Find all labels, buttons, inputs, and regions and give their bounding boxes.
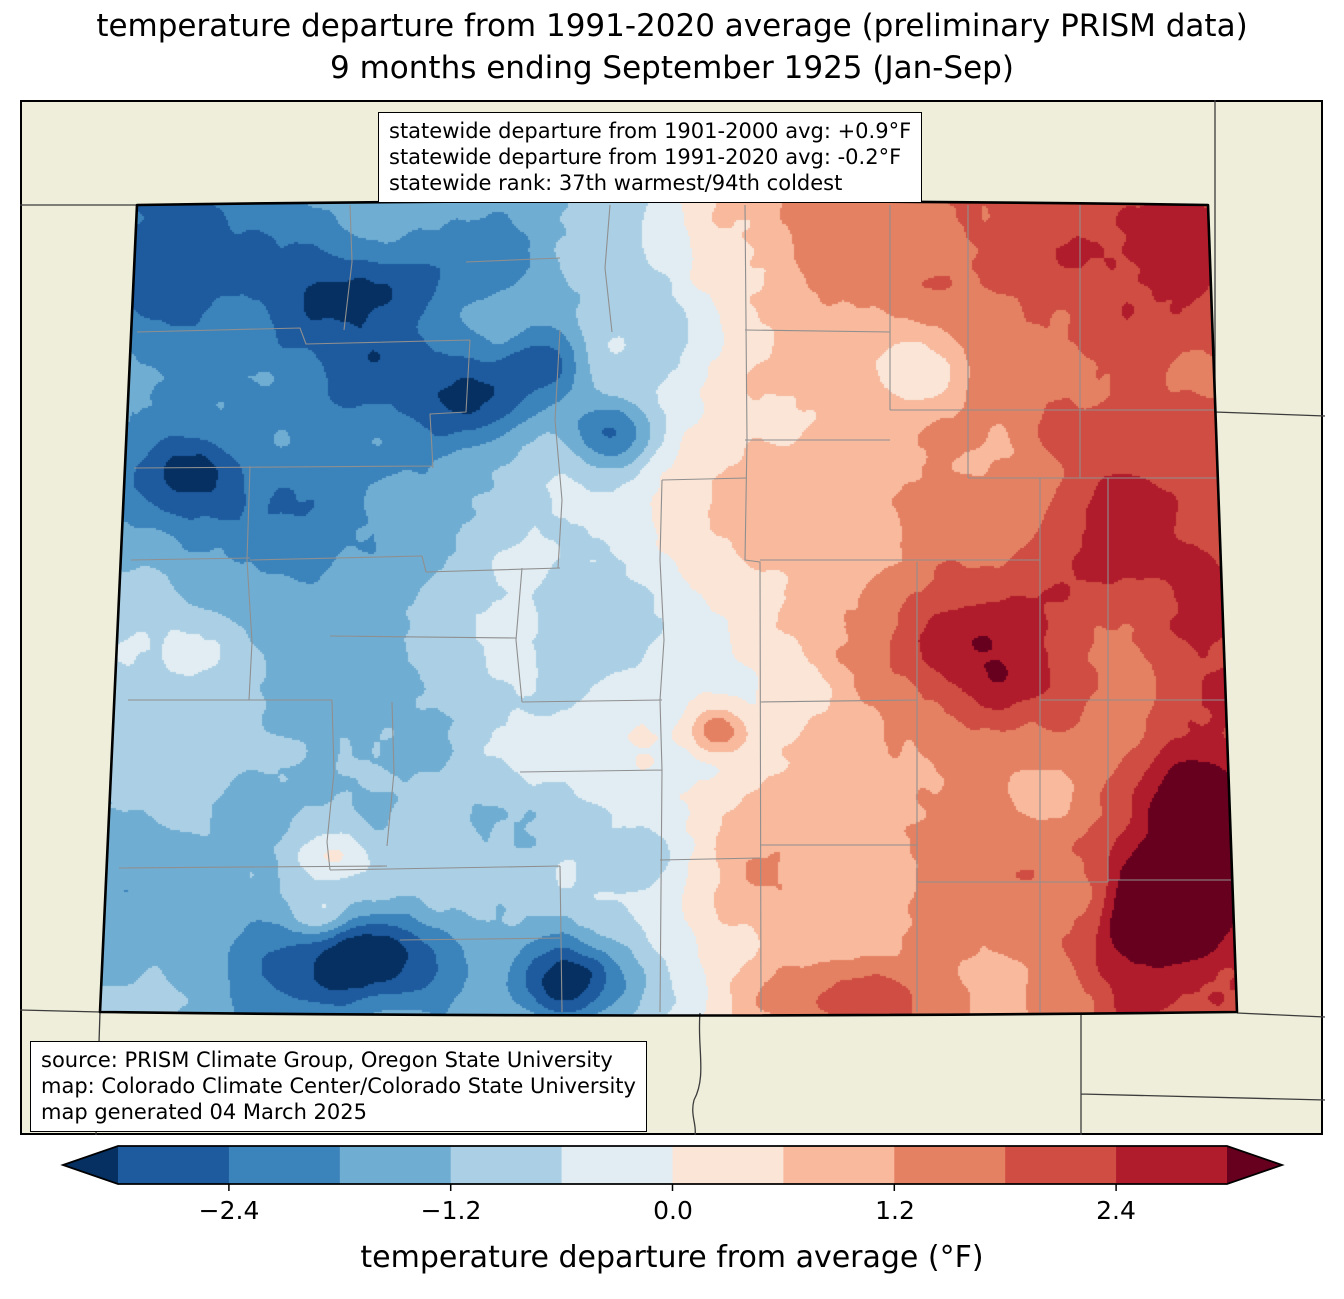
- source-line-1: source: PRISM Climate Group, Oregon Stat…: [41, 1048, 613, 1072]
- stats-line-2: statewide departure from 1991-2020 avg: …: [389, 145, 902, 169]
- source-line-3: map generated 04 March 2025: [41, 1100, 368, 1124]
- source-line-2: map: Colorado Climate Center/Colorado St…: [41, 1074, 636, 1098]
- colorbar-tick-label: 1.2: [875, 1196, 915, 1225]
- colorbar: [60, 1145, 1285, 1191]
- figure-title-line2: 9 months ending September 1925 (Jan-Sep): [330, 50, 1014, 86]
- statewide-stats-box: statewide departure from 1901-2000 avg: …: [378, 112, 923, 203]
- stats-line-1: statewide departure from 1901-2000 avg: …: [389, 119, 912, 143]
- colorbar-tick-label: 2.4: [1096, 1196, 1136, 1225]
- figure-title-line1: temperature departure from 1991-2020 ave…: [96, 8, 1248, 44]
- source-credit-box: source: PRISM Climate Group, Oregon Stat…: [30, 1041, 647, 1132]
- stats-line-3: statewide rank: 37th warmest/94th coldes…: [389, 171, 843, 195]
- map-panel: [20, 100, 1323, 1135]
- colorbar-axis-label: temperature departure from average (°F): [360, 1240, 984, 1275]
- colorbar-tick-label: −1.2: [420, 1196, 482, 1225]
- colorbar-tick-label: −2.4: [198, 1196, 260, 1225]
- colorbar-tick-label: 0.0: [653, 1196, 693, 1225]
